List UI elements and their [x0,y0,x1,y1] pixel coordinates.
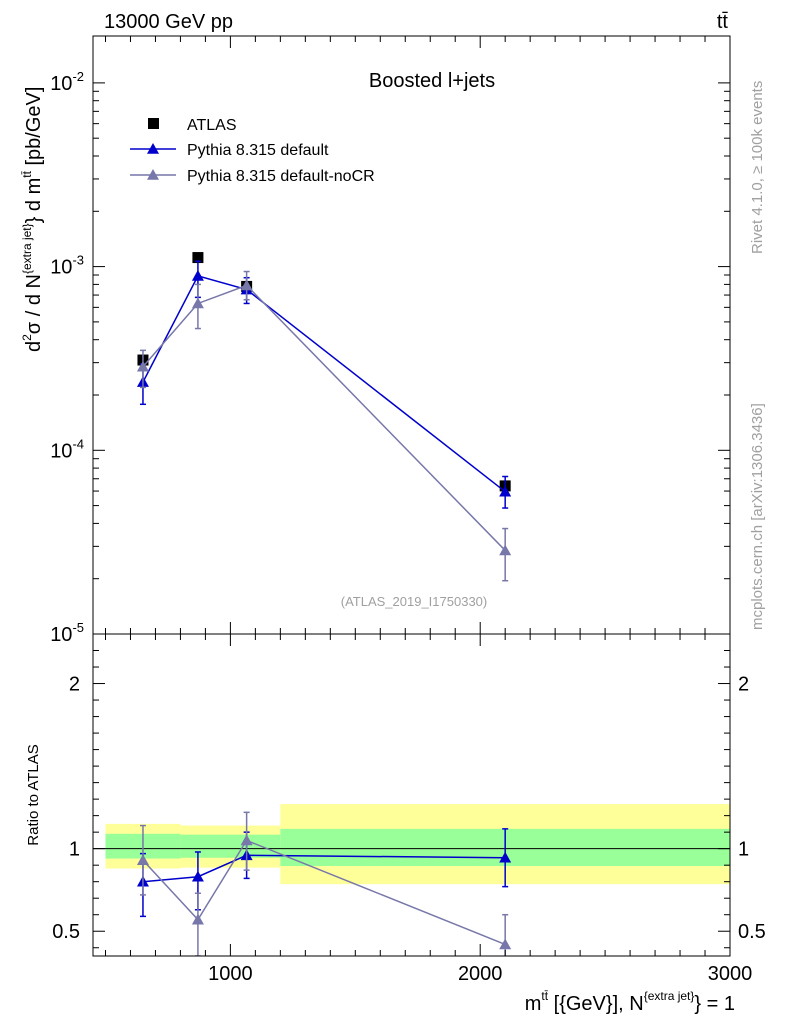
ratio-point-pythia-8-315-default-nocr-0 [136,854,149,866]
x-tick-label-1000: 1000 [208,963,253,985]
y-axis-label: d2σ / d N{extra jet}} d mtt̄ [pb/GeV] [20,87,45,352]
ratio-uncertainty-bands [105,804,730,885]
legend-marker-0 [148,118,159,129]
ratio-point-pythia-8-315-default-nocr-2 [240,834,253,846]
data-point-pythia-8-315-default-nocr-3 [499,544,512,556]
ratio-tick-label-right-1: 1 [738,839,749,861]
axis-ticks: 1000 2000 3000 10-2 10-3 10-4 10-5 0.5 0.5 1 1 2 2 [50,36,766,985]
ratio-tick-label-right-0.5: 0.5 [738,921,766,943]
x-tick-label-2000: 2000 [458,963,503,985]
ratio-y-axis-label: Ratio to ATLAS [25,744,42,845]
ratio-point-pythia-8-315-default-nocr-3 [499,938,512,950]
data-point-pythia-8-315-default-1 [191,269,204,281]
y-tick-label--4: 10-4 [50,436,84,462]
y-tick-label--5: 10-5 [50,620,84,646]
legend-label-2: Pythia 8.315 default-noCR [187,168,375,185]
data-point-pythia-8-315-default-nocr-0 [136,360,149,372]
ratio-line-pythia-8-315-default-nocr [142,839,506,946]
header-energy-label: 13000 GeV pp [104,11,233,33]
ratio-tick-label-right-2: 2 [738,674,749,696]
ratio-point-pythia-8-315-default-nocr-1 [191,913,204,925]
y-tick-label--2: 10-2 [50,69,84,95]
legend: ATLAS Pythia 8.315 default Pythia 8.315 de… [130,117,375,185]
ratio-tick-label-left-1: 1 [69,839,80,861]
mcplots-reference-label: mcplots.cern.ch [arXiv:1306.3436] [749,403,766,630]
main-panel-marks [136,252,512,582]
series-line-pythia-8-315-default [142,275,506,493]
ratio-tick-label-left-2: 2 [69,674,80,696]
ratio-tick-label-left-0.5: 0.5 [52,921,80,943]
ratio-band-inner-1 [180,834,281,858]
header-process-label: tt̄ [717,11,729,33]
legend-marker-1 [147,143,159,154]
ratio-point-pythia-8-315-default-3 [499,851,512,863]
ratio-panel-frame [92,633,731,957]
legend-marker-2 [147,169,159,180]
data-point-pythia-8-315-default-nocr-1 [191,297,204,309]
rivet-version-label: Rivet 4.1.0, ≥ 100k events [749,81,766,254]
ratio-panel-marks [136,811,512,956]
legend-label-1: Pythia 8.315 default [187,142,329,159]
series-line-pythia-8-315-default-nocr [142,284,506,551]
plot-title: Boosted l+jets [369,70,495,92]
x-axis-label: mtt̄ [{GeV}], N{extra jet}} = 1 [525,989,735,1015]
data-point-pythia-8-315-default-nocr-2 [240,279,253,291]
x-tick-label-3000: 3000 [708,963,753,985]
legend-label-0: ATLAS [187,117,237,134]
data-point-pythia-8-315-default-3 [499,485,512,497]
ratio-point-pythia-8-315-default-1 [191,870,204,882]
analysis-watermark: (ATLAS_2019_I1750330) [341,594,487,609]
data-point-atlas-1 [192,252,204,264]
ratio-line-pythia-8-315-default [142,854,506,883]
y-tick-label--3: 10-3 [50,253,84,279]
